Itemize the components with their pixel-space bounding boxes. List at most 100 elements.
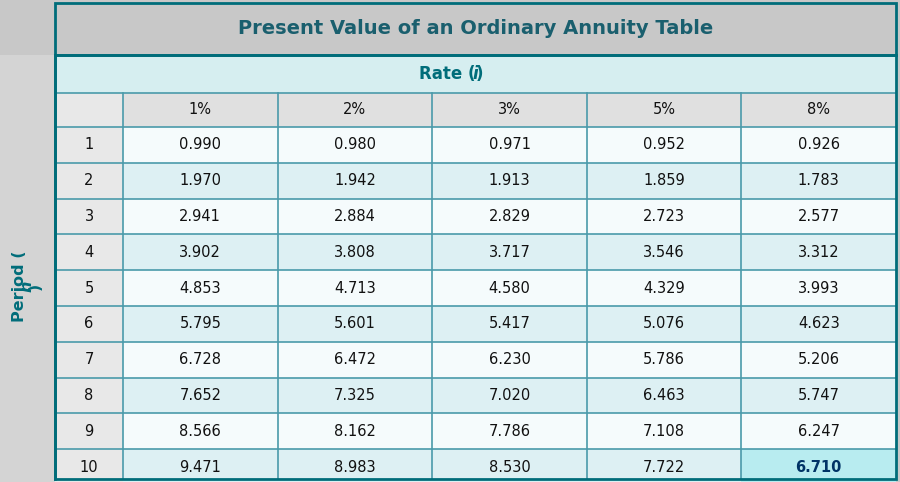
Bar xyxy=(123,199,277,234)
Bar xyxy=(742,342,896,377)
Text: 5.747: 5.747 xyxy=(797,388,840,403)
Bar xyxy=(277,199,432,234)
Text: 1: 1 xyxy=(85,137,94,152)
Bar xyxy=(277,234,432,270)
Bar xyxy=(55,414,123,449)
Bar xyxy=(587,163,742,199)
Bar xyxy=(742,234,896,270)
Bar xyxy=(587,234,742,270)
Text: 0.926: 0.926 xyxy=(797,137,840,152)
Bar xyxy=(123,163,277,199)
Text: 2%: 2% xyxy=(343,103,366,118)
Text: 6.463: 6.463 xyxy=(644,388,685,403)
Text: 3.808: 3.808 xyxy=(334,245,376,260)
Text: 4.713: 4.713 xyxy=(334,281,376,295)
Bar xyxy=(742,270,896,306)
Text: i: i xyxy=(472,65,479,83)
Text: 5: 5 xyxy=(85,281,94,295)
Bar xyxy=(587,270,742,306)
Text: 1.942: 1.942 xyxy=(334,173,376,188)
Bar xyxy=(432,306,587,342)
Text: 2.723: 2.723 xyxy=(644,209,685,224)
Text: 3%: 3% xyxy=(498,103,521,118)
Bar xyxy=(123,306,277,342)
Text: 6.728: 6.728 xyxy=(179,352,221,367)
Bar xyxy=(55,199,123,234)
Bar xyxy=(432,199,587,234)
Text: 1.859: 1.859 xyxy=(644,173,685,188)
Text: 3: 3 xyxy=(85,209,94,224)
Bar xyxy=(123,234,277,270)
Text: 2.884: 2.884 xyxy=(334,209,376,224)
Bar xyxy=(55,93,123,127)
Text: 1%: 1% xyxy=(189,103,212,118)
Bar xyxy=(432,414,587,449)
Text: 7.786: 7.786 xyxy=(489,424,530,439)
Text: 9: 9 xyxy=(85,424,94,439)
Text: 1.783: 1.783 xyxy=(797,173,840,188)
Bar xyxy=(587,414,742,449)
Text: 7.108: 7.108 xyxy=(644,424,685,439)
Bar xyxy=(742,163,896,199)
Text: Period (: Period ( xyxy=(13,250,28,322)
Text: 4.623: 4.623 xyxy=(797,316,840,332)
Text: 3.902: 3.902 xyxy=(179,245,221,260)
Bar xyxy=(432,163,587,199)
Bar xyxy=(587,342,742,377)
Text: 5.206: 5.206 xyxy=(797,352,840,367)
Text: 3.993: 3.993 xyxy=(798,281,840,295)
Bar xyxy=(277,377,432,414)
Text: 3.312: 3.312 xyxy=(798,245,840,260)
Bar xyxy=(742,199,896,234)
Text: 9.471: 9.471 xyxy=(179,460,221,475)
Text: 5.417: 5.417 xyxy=(489,316,530,332)
Text: 6.230: 6.230 xyxy=(489,352,530,367)
Text: 3.717: 3.717 xyxy=(489,245,530,260)
Text: 5.786: 5.786 xyxy=(644,352,685,367)
Text: n: n xyxy=(20,281,35,292)
Text: 8.983: 8.983 xyxy=(334,460,375,475)
Text: 5%: 5% xyxy=(652,103,676,118)
Bar xyxy=(432,234,587,270)
Text: 1.913: 1.913 xyxy=(489,173,530,188)
Bar xyxy=(123,270,277,306)
Text: 6.247: 6.247 xyxy=(797,424,840,439)
Text: 2.941: 2.941 xyxy=(179,209,221,224)
Bar xyxy=(432,342,587,377)
Bar xyxy=(55,377,123,414)
Bar xyxy=(742,449,896,482)
Bar xyxy=(742,127,896,163)
Text: 8.162: 8.162 xyxy=(334,424,376,439)
Text: ): ) xyxy=(28,282,42,290)
Bar xyxy=(742,414,896,449)
Bar xyxy=(587,127,742,163)
Bar xyxy=(55,55,896,93)
Text: 4.329: 4.329 xyxy=(644,281,685,295)
Text: 6.710: 6.710 xyxy=(796,460,842,475)
Text: 3.546: 3.546 xyxy=(644,245,685,260)
Bar xyxy=(277,127,432,163)
Text: 0.971: 0.971 xyxy=(489,137,530,152)
Text: 10: 10 xyxy=(80,460,98,475)
Bar xyxy=(432,449,587,482)
Bar xyxy=(587,199,742,234)
Bar xyxy=(55,127,123,163)
Text: 0.980: 0.980 xyxy=(334,137,376,152)
Bar xyxy=(432,377,587,414)
Bar xyxy=(587,306,742,342)
Bar xyxy=(55,270,123,306)
Text: Rate (: Rate ( xyxy=(419,65,475,83)
Text: 4.580: 4.580 xyxy=(489,281,530,295)
Bar xyxy=(277,306,432,342)
Bar xyxy=(123,414,277,449)
Bar xyxy=(277,414,432,449)
Bar xyxy=(55,163,123,199)
Text: 8%: 8% xyxy=(807,103,830,118)
Bar xyxy=(55,342,123,377)
Text: 4.853: 4.853 xyxy=(179,281,221,295)
Text: 7.325: 7.325 xyxy=(334,388,376,403)
Bar xyxy=(277,342,432,377)
Bar xyxy=(277,163,432,199)
Bar xyxy=(432,127,587,163)
Bar xyxy=(123,449,277,482)
